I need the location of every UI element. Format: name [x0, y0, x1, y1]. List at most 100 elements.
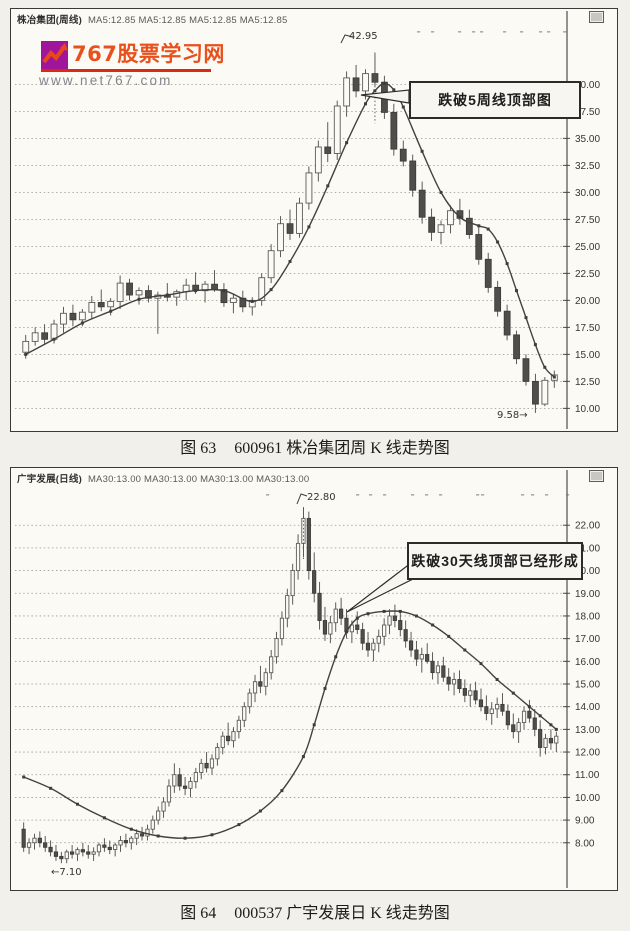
candle-down [457, 679, 462, 690]
scan-mark [480, 31, 484, 33]
chart-header: 株冶集团(周线) MA5:12.85 MA5:12.85 MA5:12.85 MA… [17, 12, 287, 26]
candle-up [134, 833, 139, 839]
ma-node [222, 289, 226, 293]
candle-down [513, 334, 520, 360]
candle-down [37, 837, 42, 844]
ma-node [165, 293, 169, 297]
candle-up [258, 277, 266, 301]
ma-node [237, 823, 241, 827]
ma-node [80, 321, 84, 325]
ma-node [549, 723, 553, 727]
candle-up [78, 311, 86, 321]
candle-down [478, 699, 484, 708]
candle-up [116, 282, 124, 302]
candle-up [135, 290, 143, 296]
stock-name-label: 株冶集团(周线) [17, 15, 82, 26]
candle-down [503, 310, 511, 336]
candle-up [333, 608, 338, 624]
candle-down [102, 844, 107, 848]
candle-up [215, 747, 220, 760]
candle-up [60, 312, 67, 325]
candle-down [69, 851, 75, 855]
scan-mark [563, 31, 567, 33]
candle-down [532, 380, 539, 405]
ma-node [24, 352, 28, 356]
candle-down [414, 649, 419, 660]
candle-up [382, 624, 387, 637]
candle-down [465, 217, 473, 235]
candle-up [172, 774, 177, 787]
y-tick-label: 19.00 [575, 589, 600, 600]
ma-node [183, 836, 187, 840]
candle-up [290, 570, 295, 597]
ma-node [326, 184, 330, 188]
candle-up [91, 851, 96, 855]
logo-chart-icon [41, 41, 68, 69]
scan-mark [521, 494, 525, 496]
logo-underline [41, 69, 211, 72]
candle-up [150, 819, 155, 830]
stock-name-label: 广宇发展(日线) [17, 474, 82, 485]
scan-mark [520, 31, 524, 33]
candle-up [328, 622, 333, 635]
candle-up [554, 735, 559, 744]
ma-node [543, 365, 547, 369]
ma-node [373, 89, 377, 93]
scan-mark [369, 494, 373, 496]
candle-up [277, 223, 284, 252]
candle-up [75, 849, 80, 855]
ma-node [250, 299, 254, 303]
figure-64-caption: 图 64 000537 广宇发展日 K 线走势图 [0, 899, 630, 923]
candle-up [437, 224, 445, 233]
peak-price-label: 22.80 [307, 492, 336, 503]
candle-down [475, 234, 483, 260]
candle-up [118, 840, 123, 846]
ma-node [129, 827, 133, 831]
ma-node [49, 786, 53, 790]
y-tick-label: 10.00 [575, 404, 600, 415]
candle-up [26, 842, 32, 848]
peak-label-hook [340, 34, 354, 44]
candle-down [352, 77, 360, 92]
scan-mark [566, 494, 570, 496]
y-tick-label: 35.00 [575, 134, 600, 145]
candle-up [468, 690, 473, 696]
y-tick-label: 22.50 [575, 269, 600, 280]
ma-node [345, 141, 349, 145]
candle-down [403, 629, 408, 642]
candle-down [59, 855, 64, 860]
logo-title: 767股票学习网 [72, 42, 225, 66]
y-tick-label: 13.00 [575, 725, 600, 736]
ma-node [479, 662, 483, 666]
y-tick-label: 14.00 [575, 702, 600, 713]
candle-up [521, 710, 527, 723]
candle-up [376, 635, 381, 644]
site-logo: 767股票学习网 www.net767.com [31, 33, 241, 91]
ma-node [156, 834, 160, 838]
ma-node [463, 648, 467, 652]
candle-down [322, 620, 328, 635]
candle-up [199, 762, 204, 773]
candle-down [399, 148, 407, 162]
candle-up [489, 708, 494, 714]
candle-down [428, 216, 436, 233]
ma-node [527, 705, 531, 709]
figure-title: 600961 株冶集团周 K 线走势图 [234, 440, 450, 457]
candle-up [279, 617, 285, 640]
y-tick-label: 17.00 [575, 634, 600, 645]
candle-down [484, 706, 489, 714]
ma-node [431, 623, 435, 627]
low-price-label: 9.58→ [497, 410, 528, 421]
peak-price-label: 42.95 [349, 31, 378, 42]
ma-node [524, 316, 528, 320]
candle-up [242, 706, 247, 721]
ma-node [477, 224, 481, 228]
candle-down [86, 851, 91, 855]
candle-down [69, 312, 77, 321]
candle-down [484, 258, 492, 288]
logo-url: www.net767.com [39, 73, 173, 88]
candle-down [494, 286, 502, 312]
y-tick-label: 11.00 [575, 770, 600, 781]
ma-node [554, 727, 558, 731]
candle-up [129, 837, 134, 844]
